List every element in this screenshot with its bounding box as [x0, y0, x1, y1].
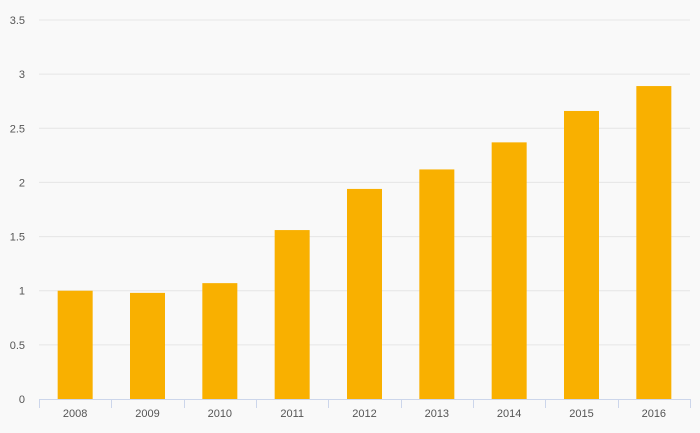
bar-2011[interactable] — [274, 230, 310, 399]
x-tick-label: 2013 — [425, 408, 449, 420]
y-tick-label: 1.5 — [10, 232, 25, 244]
y-tick-label: 2.5 — [10, 123, 25, 135]
x-tick-label: 2010 — [208, 408, 232, 420]
x-tick-label: 2009 — [135, 408, 159, 420]
bar-2008[interactable] — [57, 290, 93, 399]
bar-2013[interactable] — [419, 169, 455, 399]
x-tick-label: 2016 — [642, 408, 666, 420]
x-axis-tick-labels: 2008 2009 2010 2011 2012 2013 2014 2015 2016 — [63, 408, 666, 420]
y-tick-label: 2 — [19, 177, 25, 189]
y-tick-label: 3.5 — [10, 15, 25, 27]
y-tick-label: 0 — [19, 394, 25, 406]
x-tick-label: 2015 — [569, 408, 593, 420]
x-tick-label: 2014 — [497, 408, 521, 420]
bar-2012[interactable] — [347, 188, 382, 399]
x-tick-label: 2008 — [63, 408, 87, 420]
bar-2016[interactable] — [636, 86, 672, 399]
bar-2014[interactable] — [491, 142, 527, 399]
x-axis — [39, 399, 691, 408]
y-axis-tick-labels: 0 0.5 1 1.5 2 2.5 3 3.5 — [10, 15, 25, 406]
y-tick-label: 1 — [19, 286, 25, 298]
y-tick-label: 0.5 — [10, 340, 25, 352]
bar-2010[interactable] — [202, 283, 238, 399]
bar-2015[interactable] — [564, 110, 599, 400]
x-tick-label: 2011 — [280, 408, 304, 420]
y-tick-label: 3 — [19, 69, 25, 81]
x-tick-label: 2012 — [352, 408, 376, 420]
bar-2009[interactable] — [130, 292, 165, 399]
bars — [57, 86, 672, 400]
